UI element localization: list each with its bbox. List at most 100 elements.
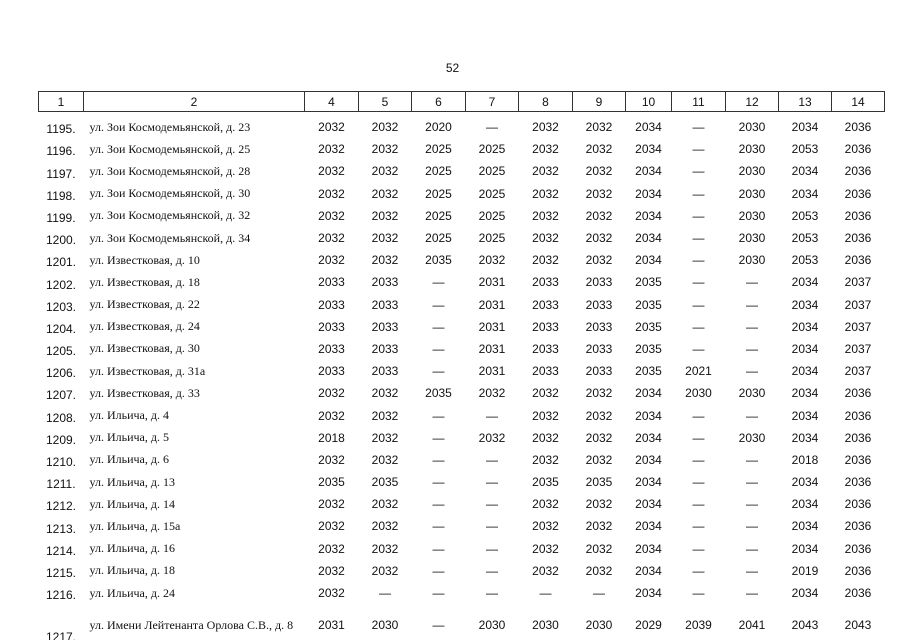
year-cell: 2032 (371, 120, 399, 135)
year-cell: 2032 (318, 164, 345, 179)
address: ул. Известковая, д. 18 (89, 274, 200, 289)
year-cell: — (486, 563, 498, 578)
year-cell: 2032 (585, 563, 613, 578)
year-cell: 2032 (585, 164, 613, 179)
year-cell: — (746, 297, 758, 312)
year-cell: — (746, 364, 758, 379)
year-cell: 2034 (635, 142, 662, 157)
year-cell: 2032 (318, 586, 345, 601)
year-cell: 2030 (585, 618, 613, 633)
year-cell: — (432, 297, 445, 312)
table-row: 1207. ул. Известковая, д. 33 2032 2032 2035 2… (39, 382, 885, 404)
year-cell: 2034 (791, 120, 819, 135)
year-cell: 2032 (318, 408, 345, 423)
year-cell: — (692, 319, 705, 334)
year-cell: 2032 (371, 452, 399, 467)
year-cell: 2036 (844, 208, 872, 223)
header-cell: 1 (38, 91, 84, 112)
header-cell: 7 (465, 91, 519, 112)
year-cell: 2034 (635, 408, 662, 423)
year-cell: 2034 (791, 297, 819, 312)
year-cell: 2053 (791, 253, 819, 268)
year-cell: 2035 (318, 475, 345, 490)
address: ул. Зои Космодемьянской, д. 25 (89, 141, 251, 156)
year-cell: 2030 (532, 618, 559, 633)
year-cell: 2034 (791, 364, 819, 379)
year-cell: 2032 (585, 541, 613, 556)
year-cell: — (379, 586, 391, 601)
year-cell: 2034 (635, 208, 662, 223)
year-cell: 2031 (478, 341, 506, 356)
year-cell: — (692, 563, 705, 578)
year-cell: 2036 (844, 586, 872, 601)
year-cell: 2029 (635, 618, 662, 633)
year-cell: — (746, 408, 758, 423)
year-cell: 2030 (738, 142, 766, 157)
address: ул. Ильича, д. 18 (89, 563, 175, 578)
year-cell: 2036 (844, 120, 872, 135)
address: ул. Известковая, д. 24 (89, 319, 200, 334)
year-cell: — (432, 618, 445, 633)
year-cell: 2030 (478, 618, 506, 633)
year-cell: 2032 (532, 452, 559, 467)
year-cell: 2030 (738, 208, 766, 223)
address: ул. Известковая, д. 31а (89, 363, 206, 378)
year-cell: 2041 (738, 618, 766, 633)
year-cell: 2032 (371, 164, 399, 179)
year-cell: 2034 (635, 519, 662, 534)
year-cell: 2032 (478, 430, 506, 445)
year-cell: 2031 (478, 319, 506, 334)
year-cell: 2034 (791, 519, 819, 534)
row-number: 1206. (45, 366, 77, 381)
year-cell: 2033 (532, 319, 559, 334)
year-cell: — (432, 275, 445, 290)
year-cell: — (432, 519, 445, 534)
table-row: 1217. ул. Имени Лейтенанта Орлова С.В., д… (39, 604, 885, 640)
table-row: 1200. ул. Зои Космодемьянской, д. 34 2032 2… (39, 227, 885, 249)
header-cell: 9 (572, 91, 626, 112)
year-cell: 2032 (371, 408, 399, 423)
year-cell: — (692, 497, 705, 512)
year-cell: — (692, 253, 705, 268)
year-cell: 2033 (318, 341, 345, 356)
year-cell: — (486, 452, 498, 467)
year-cell: 2037 (844, 297, 872, 312)
year-cell: 2032 (532, 231, 559, 246)
year-cell: 2034 (791, 319, 819, 334)
year-cell: 2032 (318, 452, 345, 467)
year-cell: 2020 (425, 120, 452, 135)
header-cell: 5 (358, 91, 412, 112)
year-cell: 2034 (635, 231, 662, 246)
year-cell: — (432, 475, 445, 490)
year-cell: 2036 (844, 563, 872, 578)
year-cell: 2032 (318, 563, 345, 578)
year-cell: 2039 (685, 618, 712, 633)
year-cell: 2034 (635, 586, 662, 601)
year-cell: 2035 (585, 475, 613, 490)
year-cell: 2032 (318, 386, 345, 401)
row-number: 1215. (45, 565, 77, 580)
year-cell: — (486, 541, 498, 556)
year-cell: 2033 (585, 319, 613, 334)
address: ул. Ильича, д. 6 (89, 452, 169, 467)
year-cell: 2032 (532, 497, 559, 512)
year-cell: 2032 (371, 142, 399, 157)
table: 1 2 4 5 6 7 8 9 10 11 12 13 14 1195. ул. Зои Космодем… (38, 91, 885, 640)
table-row: 1201. ул. Известковая, д. 10 2032 2032 2035 2… (39, 249, 885, 271)
year-cell: 2037 (844, 319, 872, 334)
year-cell: 2030 (738, 231, 766, 246)
year-cell: — (692, 186, 705, 201)
year-cell: 2037 (844, 364, 872, 379)
year-cell: 2035 (635, 297, 662, 312)
header-row: 1 2 4 5 6 7 8 9 10 11 12 13 14 (38, 91, 885, 112)
year-cell: 2032 (318, 208, 345, 223)
year-cell: 2033 (318, 297, 345, 312)
year-cell: — (432, 497, 445, 512)
year-cell: 2032 (371, 541, 399, 556)
header-cell: 6 (411, 91, 466, 112)
year-cell: — (692, 519, 705, 534)
year-cell: 2032 (478, 386, 506, 401)
year-cell: 2031 (478, 364, 506, 379)
year-cell: 2034 (791, 586, 819, 601)
